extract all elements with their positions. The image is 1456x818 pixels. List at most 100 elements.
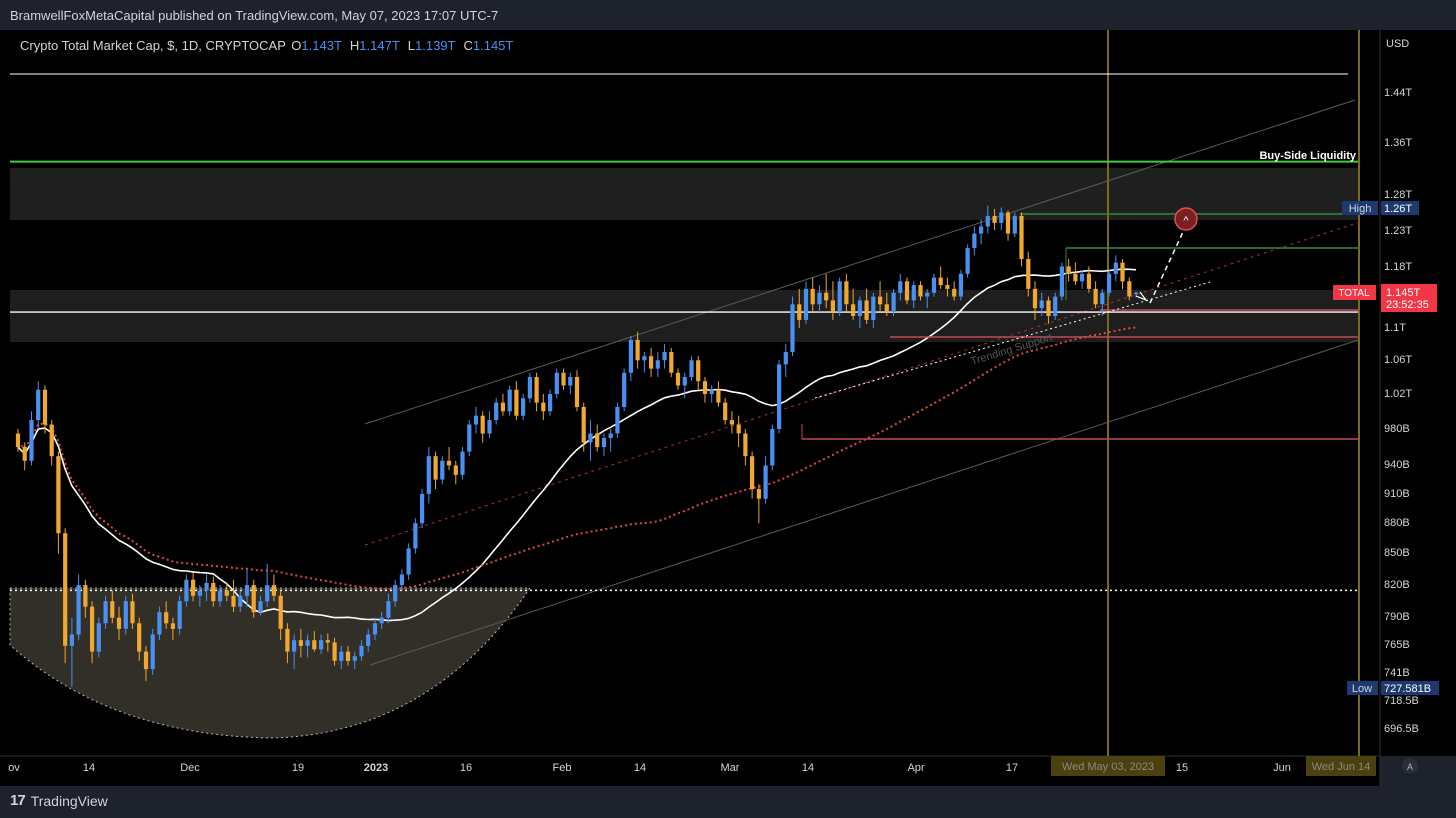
symbol-name: Crypto Total Market Cap, $, 1D, CRYPTOCA… [20,38,286,53]
candle-body [453,465,458,475]
candle-body [797,304,802,320]
candle-body [810,288,815,305]
candle-body [655,360,660,369]
candle-body [157,612,162,635]
candle-body [56,456,61,534]
candle-body [76,585,81,635]
candle-body [379,617,384,624]
candle-body [581,406,586,443]
x-tick-label: Feb [553,762,572,774]
price-axis[interactable]: USD 1.44T 1.36T 1.28T 1.23T 1.18T 1.1T 1.06T 1.0… [1333,38,1439,735]
support-zone [10,290,1360,342]
candle-body [972,233,977,248]
candle-body [325,640,330,643]
candle-body [298,640,303,646]
candle-body [110,601,115,618]
candle-body [1039,300,1044,309]
candle-body [440,460,445,480]
projection-arrow [1149,231,1184,304]
y-tick-label: 1.02T [1384,388,1412,400]
high-value: 1.147T [359,38,400,53]
y-tick-label: 741B [1384,667,1410,679]
candles-layer [15,205,1139,687]
candle-body [271,585,276,596]
high-value-label: 1.26T [1384,203,1412,215]
candle-body [763,465,768,499]
candle-body [824,292,829,301]
candle-body [898,281,903,293]
channel-lines [364,99,1361,666]
symbol-ticker-label: TOTAL [1338,288,1370,299]
candle-body [649,356,654,369]
y-tick-label: 790B [1384,611,1410,623]
candle-body [1032,288,1038,309]
level-lines [10,73,1358,592]
x-tick-label: 16 [460,762,472,774]
y-tick-label: 1.1T [1384,322,1406,334]
small-arrow-icon [1135,291,1148,302]
candle-body [339,651,344,661]
time-axis-background [0,756,1380,786]
candle-body [1113,262,1118,274]
symbol-ticker-badge [1333,285,1376,300]
candle-body [945,285,950,289]
channel-upper-line [364,99,1356,425]
candle-body [218,590,223,602]
last-price-badge [1381,284,1437,312]
time-axis[interactable]: ov14Dec19202316Feb14Mar14Apr17May15Jun14… [8,756,1418,776]
candle-body [265,585,270,602]
candle-body [952,288,957,297]
candle-body [662,352,667,361]
candle-body [608,433,613,438]
candle-body [164,612,169,624]
candle-body [904,281,910,301]
candle-body [716,389,721,403]
tradingview-brand[interactable]: 17 TradingView [10,792,108,809]
date-marker-badge-2 [1306,756,1376,776]
candle-body [925,292,930,297]
x-tick-label: 14 [83,762,95,774]
candle-body [1120,262,1125,282]
candle-body [42,389,48,425]
candle-body [1086,273,1091,289]
candle-body [777,364,782,429]
auto-scale-icon: A [1407,762,1413,772]
candle-body [561,372,566,386]
candle-body [729,420,734,425]
candle-body [1046,300,1051,316]
candle-body [372,623,378,635]
candle-body [69,634,74,646]
candle-body [1005,212,1011,234]
candle-body [615,406,620,434]
candle-body [992,215,997,223]
candle-body [116,617,122,629]
candle-body [446,460,452,466]
y-tick-label: 765B [1384,639,1410,651]
candle-body [143,651,149,670]
x-tick-label: 14 [634,762,646,774]
high-value-badge [1381,201,1419,215]
y-tick-label: 820B [1384,579,1410,591]
candle-body [467,424,472,452]
candle-body [1019,215,1024,259]
candle-body [1053,296,1058,316]
candle-body [352,656,357,661]
candle-body [851,304,856,316]
candle-body [871,296,876,320]
candle-body [1093,288,1098,305]
candle-body [1012,215,1017,234]
channel-lower-line [369,339,1359,666]
price-axis-background [1380,30,1456,756]
candle-body [137,623,142,652]
candle-body [170,623,175,629]
candle-body [399,574,404,586]
candle-body [702,381,708,394]
candle-body [837,281,842,312]
candle-body [204,582,209,591]
symbol-legend: Crypto Total Market Cap, $, 1D, CRYPTOCA… [20,38,521,53]
candle-body [123,601,128,629]
candle-body [783,352,788,365]
ma-white-line [17,268,1137,622]
candle-body [878,296,883,305]
